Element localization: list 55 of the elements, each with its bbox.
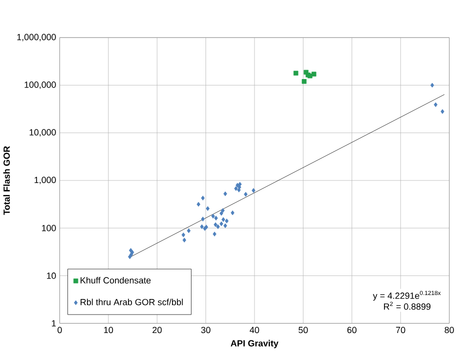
y-tick-label: 100,000 xyxy=(24,82,56,89)
y-tick-label: 1,000 xyxy=(34,176,56,184)
annotation: y = 4.2291e$^{0.1218x}$ xyxy=(372,290,441,301)
legend-label: Khuff Condensate xyxy=(80,276,151,284)
point xyxy=(201,196,205,200)
x-axis-title: API Gravity xyxy=(230,340,278,348)
point xyxy=(220,211,224,216)
point xyxy=(312,72,316,77)
x-tick-label: 30 xyxy=(201,326,210,334)
point xyxy=(434,102,438,108)
point xyxy=(212,232,216,236)
point xyxy=(234,186,238,191)
point xyxy=(430,82,434,88)
x-tick-label: 80 xyxy=(444,326,454,334)
x-tick-label: 40 xyxy=(250,326,260,334)
x-tick-label: 10 xyxy=(104,326,114,334)
point xyxy=(230,210,234,216)
y-tick-label: 1,000,000 xyxy=(17,34,56,42)
y-tick-label: 10,000 xyxy=(30,129,56,137)
point xyxy=(182,238,186,242)
legend-label: Rbl thru Arab GOR scf/bbl xyxy=(80,298,183,306)
point xyxy=(214,216,218,221)
point xyxy=(244,192,248,197)
x-tick-label: 50 xyxy=(298,326,308,334)
point xyxy=(224,218,229,224)
point xyxy=(221,208,225,213)
point xyxy=(211,214,215,219)
point xyxy=(206,206,210,211)
x-tick-label: 20 xyxy=(152,326,162,334)
point xyxy=(238,182,242,187)
point xyxy=(196,202,200,207)
point xyxy=(220,221,224,226)
point xyxy=(237,188,241,192)
point xyxy=(223,223,228,228)
y-tick-label: 1 xyxy=(52,320,56,326)
point xyxy=(186,228,191,234)
point xyxy=(302,79,307,84)
point xyxy=(440,109,444,114)
y-tick-label: 100 xyxy=(42,224,56,232)
point xyxy=(182,232,186,238)
point xyxy=(252,188,256,193)
x-tick-label: 0 xyxy=(58,326,62,334)
point xyxy=(201,216,205,222)
y-axis-title: Total Flash GOR xyxy=(3,146,10,215)
annotation: R$^{2}$ = 0.8899 xyxy=(384,302,430,310)
point xyxy=(129,252,134,257)
point xyxy=(216,224,220,230)
point xyxy=(200,224,204,230)
point xyxy=(294,70,298,76)
point xyxy=(223,191,228,196)
point xyxy=(214,222,218,228)
y-tick-label: 10 xyxy=(46,272,56,279)
point xyxy=(221,217,226,222)
x-tick-label: 70 xyxy=(396,326,406,334)
x-tick-label: 60 xyxy=(347,326,356,334)
